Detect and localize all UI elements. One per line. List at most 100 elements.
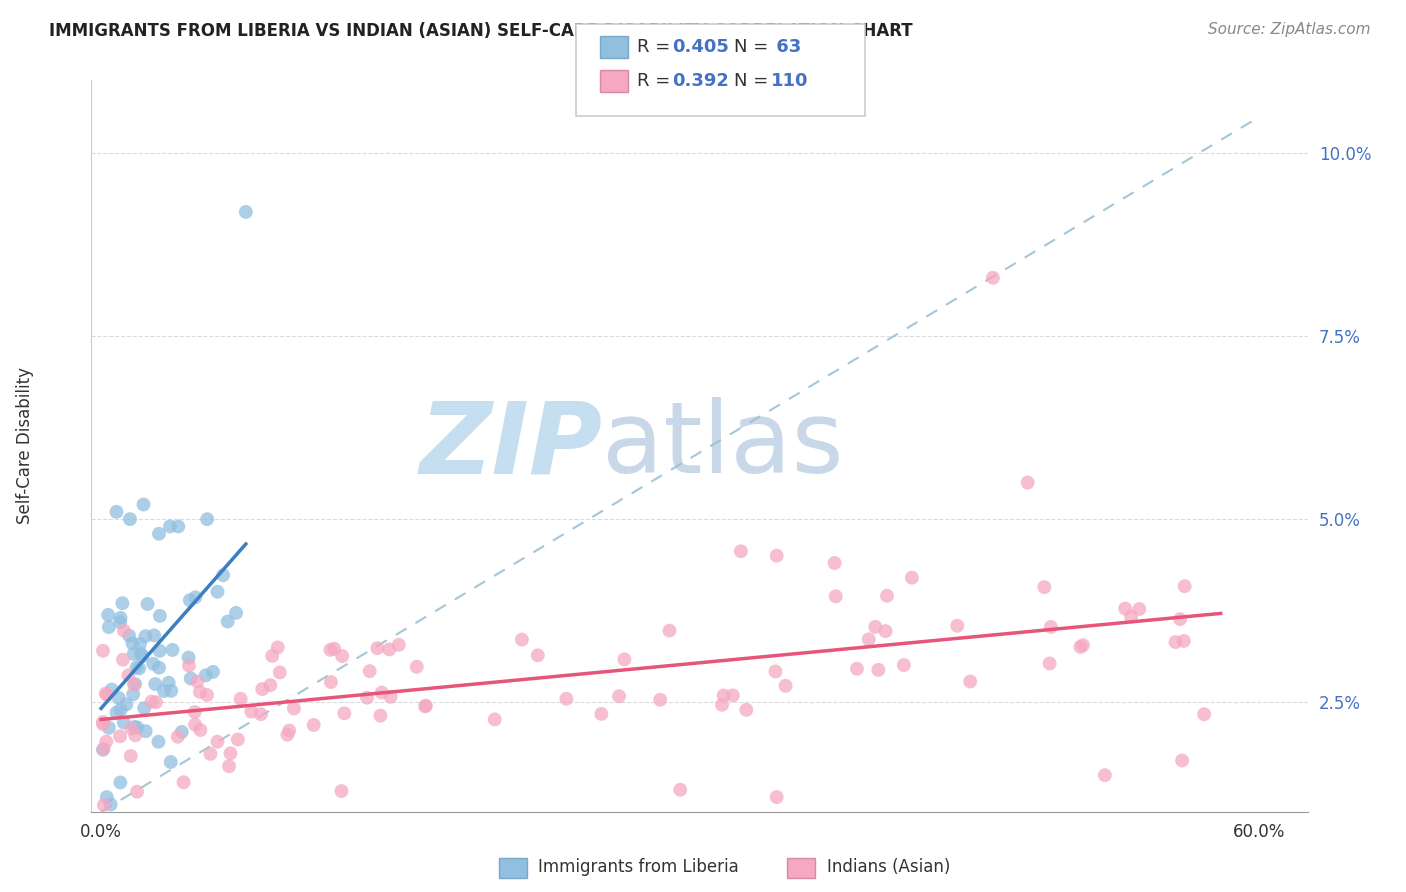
Point: [177, 650, 200, 665]
Point: [323, 641, 346, 656]
Point: [110, 615, 132, 630]
Point: [129, 637, 152, 651]
Text: Self-Care Disability: Self-Care Disability: [17, 368, 34, 524]
Point: [607, 690, 630, 704]
Point: [96, 790, 118, 805]
Point: [91, 743, 114, 757]
Point: [405, 660, 427, 674]
Point: [105, 505, 128, 519]
Text: R =: R =: [637, 71, 676, 90]
Point: [735, 703, 758, 717]
Point: [370, 708, 392, 723]
Text: 63: 63: [770, 37, 801, 56]
Point: [100, 797, 122, 812]
Point: [93, 798, 115, 813]
Point: [118, 512, 141, 526]
Point: [330, 649, 353, 664]
Point: [824, 590, 846, 604]
Point: [981, 270, 1004, 285]
Point: [200, 747, 222, 761]
Point: [1094, 768, 1116, 782]
Point: [1071, 638, 1094, 652]
Point: [107, 691, 129, 706]
Point: [184, 591, 207, 605]
Point: [96, 688, 118, 702]
Point: [658, 624, 681, 638]
Text: 110: 110: [770, 71, 808, 90]
Point: [141, 695, 163, 709]
Point: [824, 556, 846, 570]
Point: [159, 519, 181, 533]
Point: [302, 718, 325, 732]
Point: [613, 652, 636, 666]
Point: [250, 707, 273, 722]
Point: [117, 668, 139, 682]
Point: [219, 746, 242, 760]
Point: [149, 608, 172, 623]
Point: [366, 641, 388, 656]
Point: [1039, 657, 1062, 671]
Point: [188, 685, 211, 699]
Point: [135, 724, 157, 739]
Point: [278, 723, 301, 738]
Point: [112, 715, 135, 730]
Point: [183, 705, 205, 719]
Point: [91, 717, 114, 731]
Text: Immigrants from Liberia: Immigrants from Liberia: [538, 858, 740, 876]
Point: [388, 638, 411, 652]
Point: [240, 705, 263, 719]
Point: [415, 698, 437, 713]
Point: [157, 675, 180, 690]
Point: [283, 701, 305, 715]
Point: [858, 632, 880, 647]
Point: [159, 755, 181, 769]
Point: [262, 648, 284, 663]
Point: [765, 665, 787, 679]
Point: [269, 665, 291, 680]
Point: [97, 607, 120, 622]
Text: Source: ZipAtlas.com: Source: ZipAtlas.com: [1208, 22, 1371, 37]
Point: [1168, 612, 1191, 626]
Point: [207, 584, 229, 599]
Point: [1173, 634, 1195, 648]
Point: [121, 636, 143, 650]
Point: [127, 721, 149, 735]
Point: [207, 735, 229, 749]
Point: [186, 674, 208, 689]
Point: [125, 785, 148, 799]
Point: [120, 749, 142, 764]
Point: [875, 624, 897, 639]
Point: [129, 647, 152, 661]
Point: [148, 661, 170, 675]
Point: [128, 661, 150, 675]
Point: [96, 734, 118, 748]
Point: [153, 684, 176, 698]
Point: [380, 690, 402, 704]
Point: [143, 628, 166, 642]
Point: [143, 677, 166, 691]
Text: N =: N =: [734, 71, 773, 90]
Text: ZIP: ZIP: [419, 398, 602, 494]
Point: [1033, 580, 1056, 594]
Point: [650, 692, 672, 706]
Point: [131, 649, 153, 664]
Point: [267, 640, 290, 655]
Point: [959, 674, 981, 689]
Point: [97, 620, 120, 634]
Point: [868, 663, 890, 677]
Text: atlas: atlas: [602, 398, 844, 494]
Point: [112, 624, 135, 638]
Point: [765, 790, 787, 805]
Point: [195, 688, 218, 702]
Point: [1039, 620, 1062, 634]
Point: [901, 571, 924, 585]
Point: [252, 682, 274, 697]
Point: [100, 682, 122, 697]
Point: [359, 664, 381, 678]
Text: IMMIGRANTS FROM LIBERIA VS INDIAN (ASIAN) SELF-CARE DISABILITY CORRELATION CHART: IMMIGRANTS FROM LIBERIA VS INDIAN (ASIAN…: [49, 22, 912, 40]
Point: [120, 722, 142, 736]
Point: [202, 665, 225, 679]
Point: [484, 713, 506, 727]
Point: [333, 706, 356, 721]
Point: [148, 526, 170, 541]
